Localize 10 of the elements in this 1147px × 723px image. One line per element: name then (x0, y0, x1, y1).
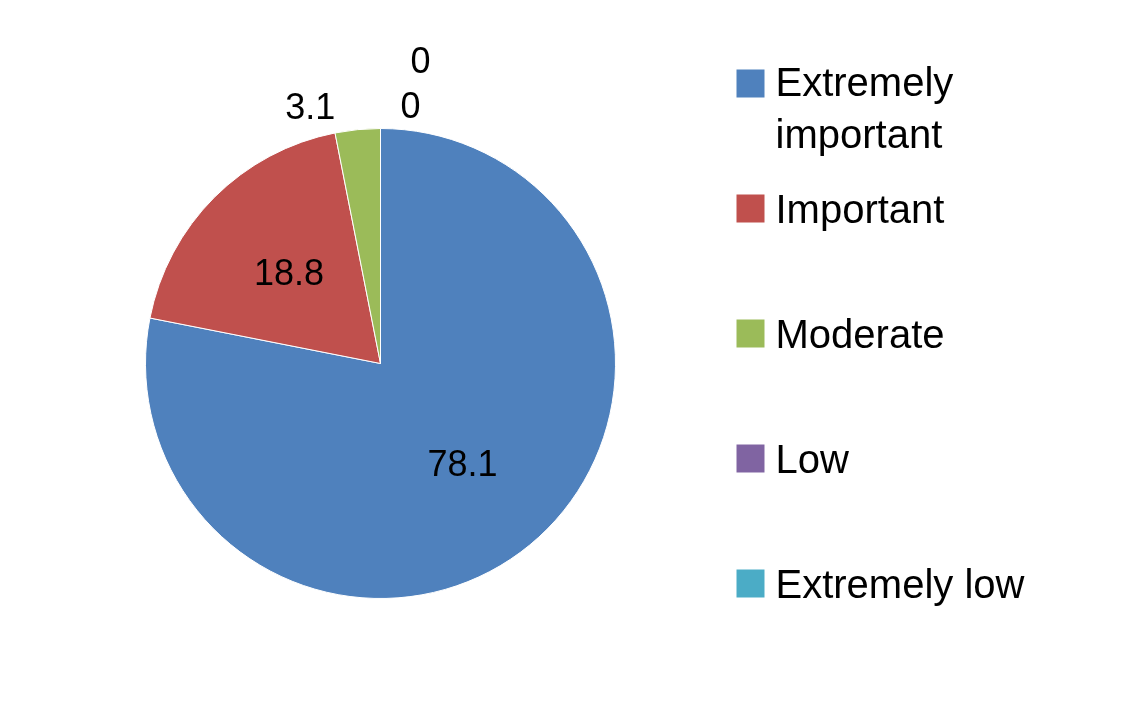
legend-label: Moderate (775, 311, 945, 356)
text: 0 (410, 40, 431, 81)
data-label: 78.1 (427, 443, 498, 485)
legend-label: Important (775, 186, 945, 231)
data-label: 18.8 (254, 252, 325, 294)
legend-label: Extremely low (775, 561, 1025, 606)
text: 0 (400, 85, 421, 126)
legend-label: Low (775, 436, 849, 481)
data-label: 3.1 (285, 86, 336, 128)
legend-label: Extremely important (775, 59, 954, 157)
